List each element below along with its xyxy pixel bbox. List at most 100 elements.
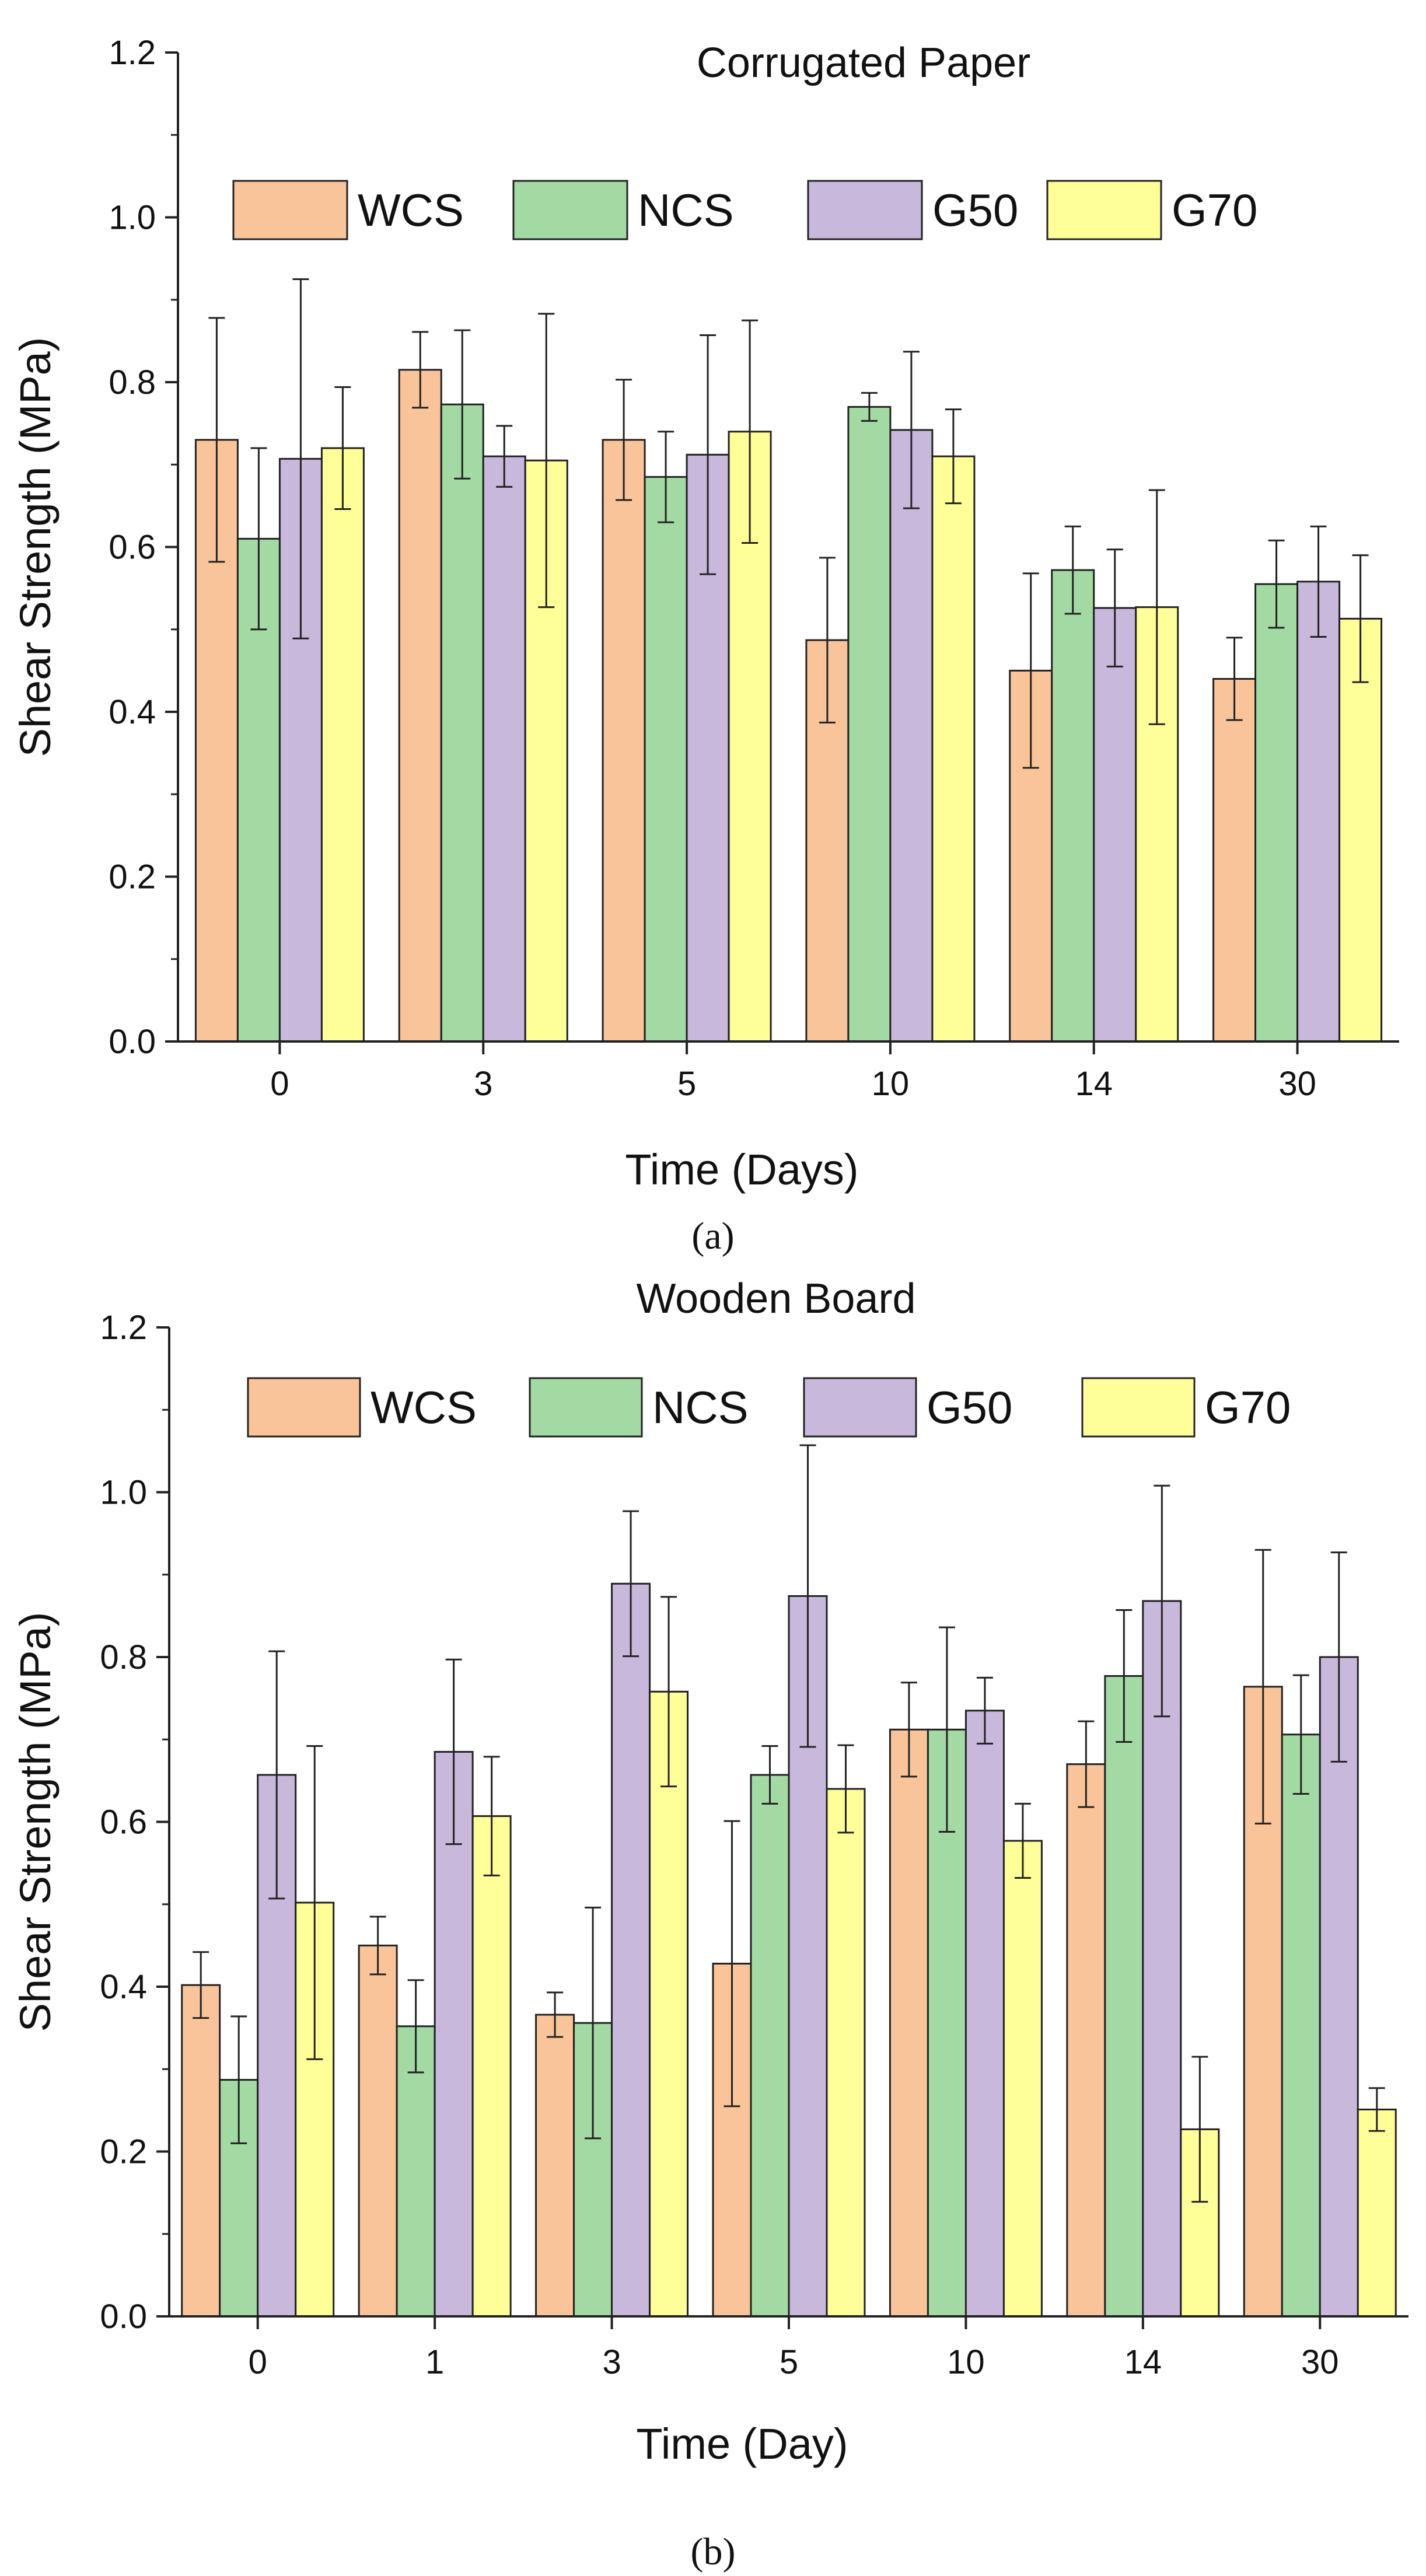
bar-g70-10 [931, 455, 976, 1043]
error-bar-g50-5 [700, 334, 717, 575]
legend: WCS NCS G50 G70 [232, 180, 1257, 240]
error-bar-g50-30 [1310, 525, 1327, 638]
legend-label: WCS [358, 184, 464, 236]
series-g50 [257, 1444, 1359, 2318]
series-ncs [219, 1609, 1321, 2318]
error-bar-wcs-10 [900, 1682, 917, 1778]
bar-g50-14 [1142, 1600, 1182, 2318]
error-bar-ncs-30 [1292, 1674, 1309, 1795]
error-bar-wcs-14 [1022, 572, 1039, 769]
series-wcs [194, 317, 1257, 1043]
x-tick-label: 30 [1301, 2343, 1339, 2381]
legend-label: NCS [652, 1382, 749, 1433]
legend-item-g50: G50 [803, 1377, 1012, 1438]
bar-g70-10 [1002, 1840, 1043, 2318]
legend-swatch [807, 180, 923, 240]
bar-wcs-10 [889, 1728, 929, 2318]
error-bar-g50-10 [903, 351, 920, 509]
error-bar-g70-30 [1368, 2087, 1385, 2132]
error-bar-wcs-10 [819, 557, 836, 723]
legend-swatch [232, 180, 348, 240]
x-tick-label: 0 [270, 1065, 289, 1103]
bar-ncs-3 [440, 403, 484, 1043]
y-tick-label: 1.2 [109, 34, 156, 72]
y-tick-label: 0.8 [109, 363, 156, 401]
error-bar-g50-0 [268, 1650, 285, 1900]
bar-g70-5 [826, 1788, 866, 2318]
error-bar-wcs-1 [369, 1916, 386, 1976]
panel-label-a: (a) [691, 1215, 734, 1257]
error-bar-ncs-10 [938, 1626, 955, 1833]
x-tick-label: 5 [677, 1065, 696, 1103]
error-bar-g50-14 [1154, 1484, 1170, 1718]
error-bar-g50-5 [799, 1444, 816, 1748]
legend-swatch [512, 180, 628, 240]
error-bar-g70-1 [483, 1756, 500, 1876]
bar-ncs-30 [1281, 1733, 1321, 2318]
bar-wcs-1 [358, 1944, 398, 2318]
bar-ncs-1 [396, 2025, 436, 2318]
error-bar-g70-5 [837, 1744, 854, 1834]
y-tick-label: 0.0 [100, 2298, 147, 2336]
legend-label: WCS [371, 1382, 477, 1433]
error-bar-g70-10 [945, 408, 962, 505]
series-g70 [295, 1596, 1397, 2318]
bar-ncs-14 [1104, 1675, 1144, 2318]
error-bar-ncs-3 [454, 329, 471, 480]
y-tick-label: 0.2 [109, 858, 156, 896]
chart-wooden-board: 0.0 0.2 0.4 0.6 0.8 1.0 1.2 0 1 3 5 10 14 30 Wooden Bo… [11, 1275, 1408, 2468]
panel-label-b: (b) [691, 2530, 736, 2573]
error-bar-g70-30 [1352, 554, 1369, 683]
y-tick-label: 1.2 [100, 1309, 147, 1347]
legend-label: G70 [1205, 1382, 1291, 1433]
y-tick-label: 0.2 [100, 2133, 147, 2171]
error-bar-g70-14 [1191, 2056, 1208, 2203]
series-wcs [181, 1549, 1283, 2318]
x-tick-label: 30 [1278, 1065, 1316, 1103]
legend: WCS NCS G50 G70 [247, 1377, 1291, 1438]
error-bar-ncs-5 [761, 1745, 778, 1805]
error-bar-wcs-30 [1226, 637, 1243, 721]
bar-wcs-0 [181, 1984, 221, 2318]
y-tick-label: 0.6 [100, 1803, 147, 1841]
bar-ncs-5 [644, 476, 688, 1043]
error-bar-ncs-0 [250, 447, 267, 631]
bar-wcs-5 [602, 439, 646, 1043]
series-g70 [320, 313, 1383, 1043]
error-bar-wcs-14 [1078, 1720, 1095, 1808]
error-bar-ncs-3 [585, 1906, 602, 2140]
legend-swatch [1081, 1377, 1196, 1438]
x-tick-label: 10 [947, 2343, 985, 2381]
y-tick-label: 0.8 [100, 1638, 147, 1676]
error-bar-g50-0 [292, 278, 309, 639]
error-bar-g70-3 [538, 313, 555, 609]
y-axis-title: Shear Strength (MPa) [11, 1612, 60, 2032]
error-bar-g70-3 [660, 1596, 677, 1788]
error-bar-wcs-5 [724, 1820, 740, 2107]
legend-swatch [247, 1377, 361, 1438]
error-bar-g50-14 [1106, 548, 1123, 667]
y-axis-title: Shear Strength (MPa) [11, 337, 60, 757]
x-tick-label: 3 [602, 2343, 621, 2381]
chart-corrugated-paper: 0.0 0.2 0.4 0.6 0.8 1.0 1.2 0 3 5 10 14 30 Corrugated… [11, 34, 1399, 1194]
bar-g70-1 [471, 1815, 512, 2318]
legend-label: G50 [932, 184, 1018, 236]
legend-item-wcs: WCS [232, 180, 464, 240]
bar-g50-3 [482, 455, 526, 1043]
legend-item-g50: G50 [807, 180, 1018, 240]
error-bar-g70-0 [306, 1745, 323, 2060]
error-bar-ncs-1 [407, 1979, 424, 2074]
bar-g70-30 [1357, 2108, 1397, 2318]
legend-swatch [803, 1377, 917, 1438]
bar-g50-10 [964, 1710, 1005, 2318]
bar-wcs-30 [1212, 678, 1257, 1043]
error-bar-g70-0 [334, 386, 351, 511]
bar-g50-30 [1319, 1656, 1359, 2318]
error-bar-ncs-0 [230, 2015, 247, 2144]
x-tick-label: 5 [780, 2343, 798, 2381]
error-bar-g50-30 [1330, 1551, 1347, 1763]
bar-ncs-5 [750, 1774, 790, 2318]
error-bar-g70-10 [1014, 1802, 1031, 1879]
error-bar-ncs-5 [658, 431, 674, 523]
y-tick-label: 0.4 [109, 693, 156, 731]
